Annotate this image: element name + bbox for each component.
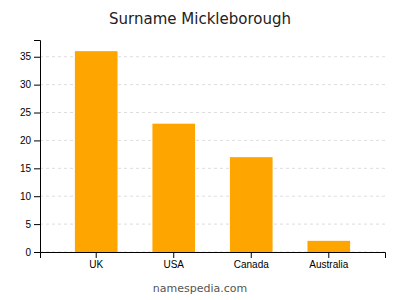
x-axis: UK USA Canada Australia <box>41 252 386 270</box>
y-tick-label: 15 <box>20 163 32 174</box>
x-tick: Canada <box>234 252 269 270</box>
x-tick-mark <box>96 252 97 258</box>
bar <box>230 157 273 252</box>
y-tick: 30 <box>20 79 40 90</box>
y-tick: 15 <box>20 163 40 174</box>
x-tick-label: USA <box>163 259 184 270</box>
y-axis: 0 5 10 15 20 25 30 35 <box>20 41 41 258</box>
footer: namespedia.com <box>153 282 247 295</box>
y-tick-mark <box>34 196 40 197</box>
y-tick-mark <box>34 252 40 253</box>
y-tick-label: 0 <box>25 247 31 258</box>
x-tick-label: Australia <box>309 259 348 270</box>
plot: 0 5 10 15 20 25 30 35 UK USA Canada Australia <box>20 41 386 271</box>
y-tick-mark <box>34 224 40 225</box>
x-tick-mark <box>251 252 252 258</box>
y-tick-label: 5 <box>25 219 31 230</box>
x-tick: USA <box>163 252 184 270</box>
x-tick-label: Canada <box>234 259 269 270</box>
y-tick-label: 35 <box>20 51 32 62</box>
y-tick-mark <box>34 113 40 114</box>
y-tick: 35 <box>20 51 40 62</box>
y-tick: 20 <box>20 135 40 146</box>
y-tick-label: 20 <box>20 135 32 146</box>
x-tick: Australia <box>309 252 348 270</box>
y-tick-mark <box>34 85 40 86</box>
y-tick-mark <box>34 140 40 141</box>
bar <box>307 241 350 252</box>
y-tick-mark <box>34 168 40 169</box>
bar <box>152 124 195 252</box>
y-tick: 5 <box>25 219 40 230</box>
x-tick-label: UK <box>89 259 103 270</box>
title: Surname Mickleborough <box>109 10 291 28</box>
y-tick-label: 30 <box>20 79 32 90</box>
y-tick: 25 <box>20 107 40 118</box>
y-tick-mark <box>34 57 40 58</box>
y-tick: 0 <box>25 247 40 258</box>
chart: Surname Mickleborough 0 5 10 15 20 25 30 35 UK USA… <box>0 0 400 300</box>
y-axis-line <box>34 41 41 253</box>
y-tick-label: 10 <box>20 191 32 202</box>
bars <box>75 51 350 252</box>
y-tick: 10 <box>20 191 40 202</box>
bar <box>75 51 118 252</box>
x-axis-line <box>41 253 386 259</box>
x-tick: UK <box>89 252 103 270</box>
y-tick-label: 25 <box>20 107 32 118</box>
x-tick-mark <box>173 252 174 258</box>
x-tick-mark <box>328 252 329 258</box>
